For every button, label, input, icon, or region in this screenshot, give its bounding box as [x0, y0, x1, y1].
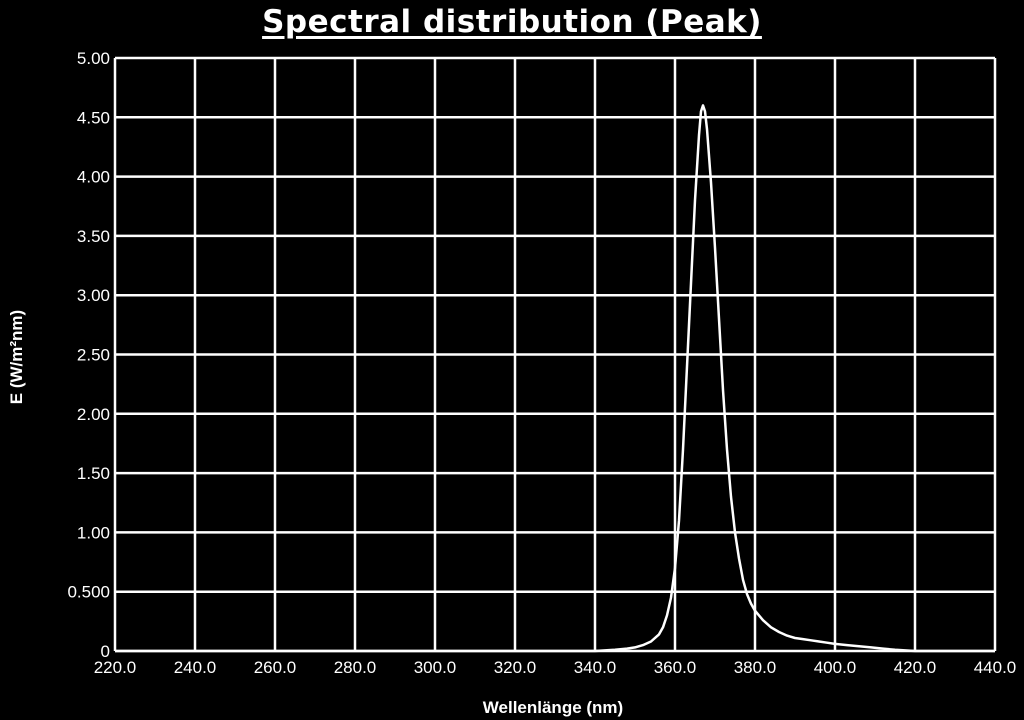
y-tick-label: 2.00 — [77, 405, 110, 424]
x-tick-label: 240.0 — [174, 658, 217, 677]
y-tick-label: 5.00 — [77, 49, 110, 68]
x-tick-label: 320.0 — [494, 658, 537, 677]
y-tick-label: 0.500 — [67, 583, 110, 602]
x-tick-labels: 220.0 240.0 260.0 280.0 300.0 320.0 340.0 360.0… — [94, 658, 1017, 677]
y-tick-label: 1.00 — [77, 523, 110, 542]
x-tick-label: 220.0 — [94, 658, 137, 677]
x-tick-label: 280.0 — [334, 658, 377, 677]
y-tick-labels: 0 0.500 1.00 1.50 2.00 2.50 3.00 3.50 4.00 4.50 5.… — [67, 49, 110, 661]
series-layer — [115, 104, 995, 653]
x-tick-label: 300.0 — [414, 658, 457, 677]
x-tick-label: 440.0 — [974, 658, 1017, 677]
y-tick-label: 4.50 — [77, 108, 110, 127]
x-tick-label: 340.0 — [574, 658, 617, 677]
x-axis-label: Wellenlänge (nm) — [483, 698, 623, 717]
grid — [113, 56, 997, 653]
y-axis-label: E (W/m²nm) — [7, 310, 26, 404]
x-tick-label: 420.0 — [894, 658, 937, 677]
y-tick-label: 1.50 — [77, 464, 110, 483]
spectrum-series-line — [115, 104, 995, 653]
y-tick-label: 3.00 — [77, 286, 110, 305]
chart-title: Spectral distribution (Peak) — [262, 4, 762, 40]
x-tick-label: 380.0 — [734, 658, 777, 677]
y-tick-label: 0 — [101, 642, 110, 661]
x-tick-label: 360.0 — [654, 658, 697, 677]
y-tick-label: 2.50 — [77, 346, 110, 365]
x-tick-label: 260.0 — [254, 658, 297, 677]
y-tick-label: 4.00 — [77, 168, 110, 187]
y-tick-label: 3.50 — [77, 227, 110, 246]
x-tick-label: 400.0 — [814, 658, 857, 677]
